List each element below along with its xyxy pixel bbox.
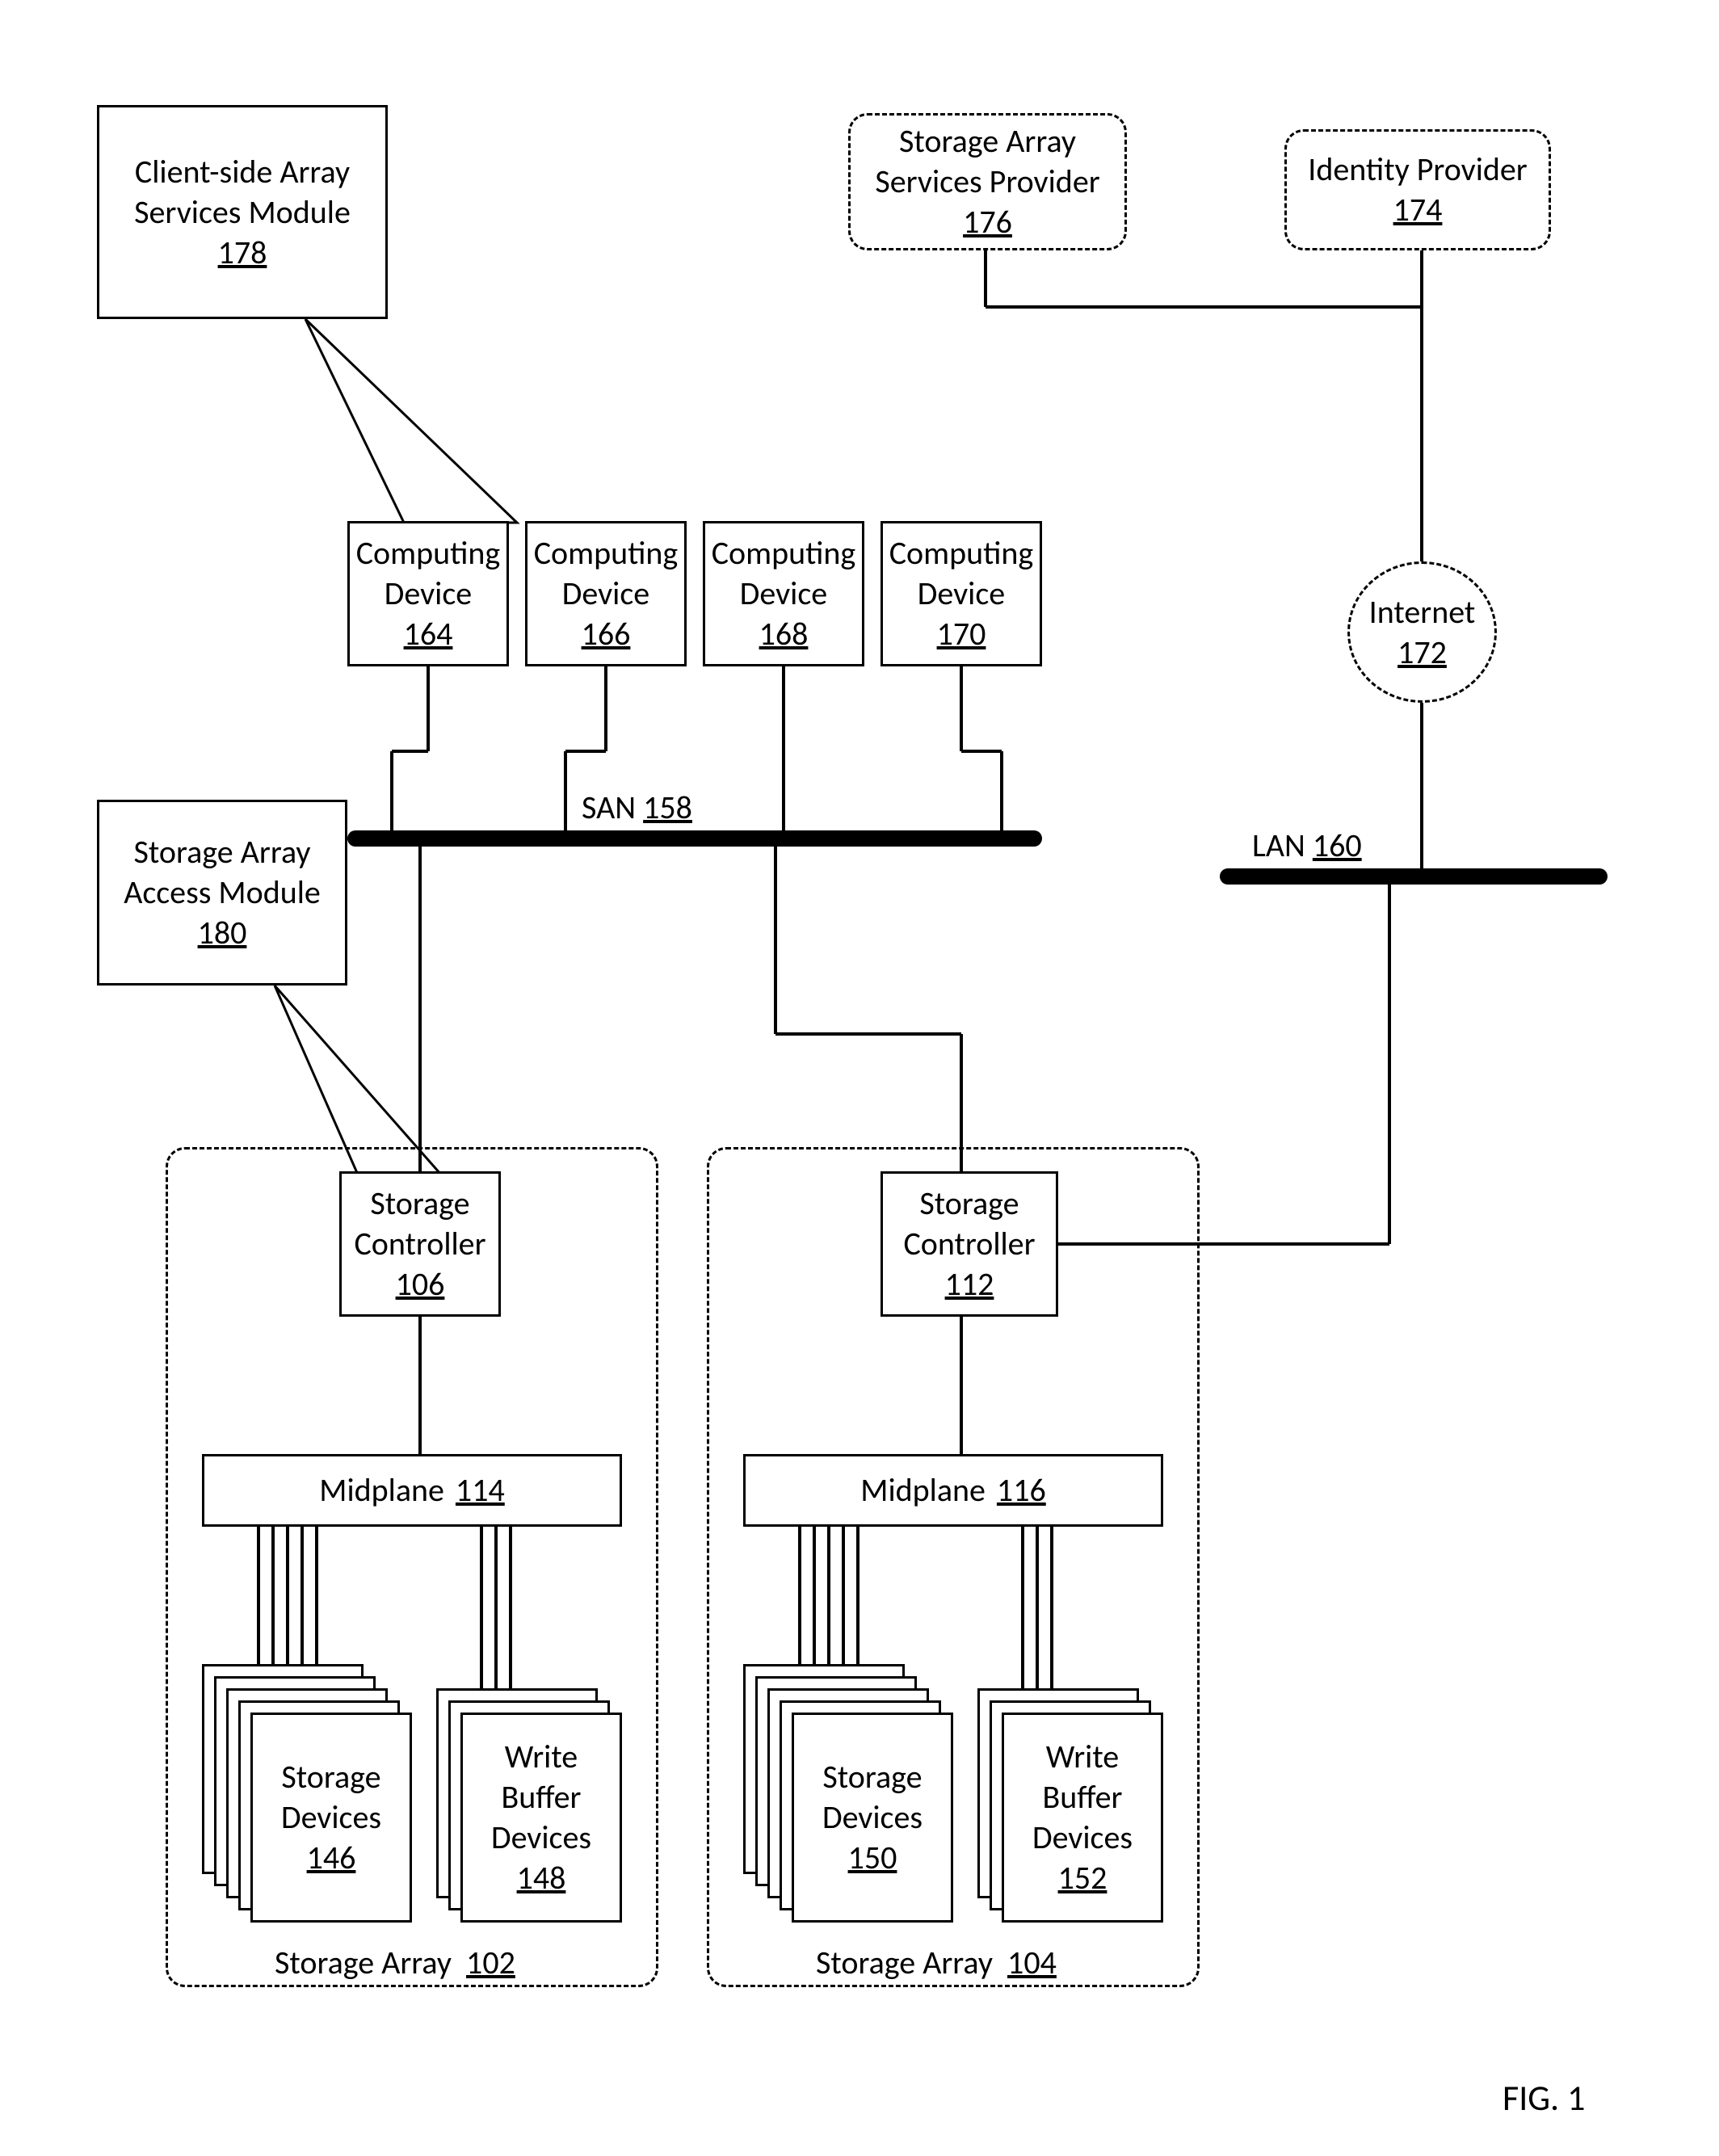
midplane-num: 116 (997, 1470, 1046, 1511)
write-label: Devices (1032, 1818, 1133, 1858)
storage-devices-146: Storage Devices 146 (250, 1713, 412, 1923)
controller-label: Storage (370, 1183, 469, 1224)
array-caption-label: Storage Array (816, 1943, 993, 1982)
controller-num: 112 (945, 1264, 994, 1305)
device-label: Computing (889, 533, 1034, 574)
computing-device-166: Computing Device 166 (525, 521, 687, 666)
device-label: Device (562, 574, 649, 614)
computing-device-164: Computing Device 164 (347, 521, 509, 666)
storage-controller-106: Storage Controller 106 (339, 1171, 501, 1317)
lan-text: LAN (1252, 826, 1305, 865)
sasp-num: 176 (963, 202, 1012, 242)
device-label: Device (385, 574, 472, 614)
device-label: Device (918, 574, 1005, 614)
callout-title: Access Module (124, 872, 321, 913)
storage-num: 150 (848, 1838, 897, 1878)
diagram-canvas: Client-side Array Services Module 178 St… (0, 0, 1719, 2156)
midplane-label: Midplane (319, 1470, 444, 1511)
array-caption-num: 102 (466, 1943, 515, 1982)
midplane-num: 114 (456, 1470, 505, 1511)
write-buffer-devices-148: Write Buffer Devices 148 (460, 1713, 622, 1923)
san-label: SAN 158 (582, 788, 692, 827)
device-num: 166 (582, 614, 631, 654)
lan-bus (1220, 868, 1608, 885)
storage-label: Storage (281, 1757, 380, 1797)
array-caption-num: 104 (1007, 1943, 1057, 1982)
controller-num: 106 (396, 1264, 445, 1305)
controller-label: Controller (354, 1224, 485, 1264)
device-num: 170 (937, 614, 986, 654)
callout-title: Services Module (134, 192, 351, 233)
callout-num: 180 (198, 913, 247, 953)
lan-label: LAN 160 (1252, 826, 1362, 865)
write-label: Write (1046, 1737, 1119, 1777)
device-label: Device (740, 574, 827, 614)
device-label: Computing (534, 533, 679, 574)
callout-title: Storage Array (134, 832, 311, 872)
storage-num: 146 (307, 1838, 356, 1878)
sasp-label: Storage Array (899, 121, 1076, 162)
write-label: Buffer (502, 1777, 582, 1818)
controller-label: Controller (903, 1224, 1035, 1264)
device-label: Computing (712, 533, 856, 574)
figure-label: FIG. 1 (1503, 2076, 1585, 2120)
idp-label: Identity Provider (1308, 149, 1527, 190)
storage-array-services-provider: Storage Array Services Provider 176 (848, 113, 1127, 250)
lan-num: 160 (1313, 826, 1362, 865)
callout-title: Client-side Array (135, 152, 350, 192)
internet-label: Internet (1369, 592, 1476, 633)
controller-label: Storage (919, 1183, 1019, 1224)
san-bus (347, 830, 1042, 847)
array-caption-label: Storage Array (275, 1943, 452, 1982)
internet-num: 172 (1397, 633, 1447, 673)
identity-provider: Identity Provider 174 (1284, 129, 1551, 250)
san-num: 158 (643, 788, 692, 827)
storage-array-caption-102: Storage Array 102 (275, 1943, 515, 1982)
write-label: Buffer (1043, 1777, 1123, 1818)
storage-label: Devices (281, 1797, 381, 1838)
midplane-116: Midplane 116 (743, 1454, 1163, 1527)
write-num: 152 (1058, 1858, 1107, 1898)
callout-access-module: Storage Array Access Module 180 (97, 800, 347, 986)
san-text: SAN (582, 788, 636, 827)
storage-label: Storage (822, 1757, 922, 1797)
idp-num: 174 (1393, 190, 1443, 230)
write-buffer-devices-152: Write Buffer Devices 152 (1002, 1713, 1163, 1923)
computing-device-168: Computing Device 168 (703, 521, 864, 666)
storage-controller-112: Storage Controller 112 (881, 1171, 1058, 1317)
device-label: Computing (356, 533, 501, 574)
write-label: Devices (491, 1818, 591, 1858)
midplane-114: Midplane 114 (202, 1454, 622, 1527)
storage-devices-150: Storage Devices 150 (792, 1713, 953, 1923)
storage-label: Devices (822, 1797, 923, 1838)
midplane-label: Midplane (860, 1470, 986, 1511)
computing-device-170: Computing Device 170 (881, 521, 1042, 666)
callout-client-services: Client-side Array Services Module 178 (97, 105, 388, 319)
sasp-label: Services Provider (875, 162, 1099, 202)
internet-node: Internet 172 (1347, 561, 1497, 703)
callout-num: 178 (218, 233, 267, 273)
device-num: 164 (404, 614, 453, 654)
storage-array-caption-104: Storage Array 104 (816, 1943, 1057, 1982)
write-num: 148 (517, 1858, 566, 1898)
write-label: Write (505, 1737, 578, 1777)
device-num: 168 (759, 614, 809, 654)
